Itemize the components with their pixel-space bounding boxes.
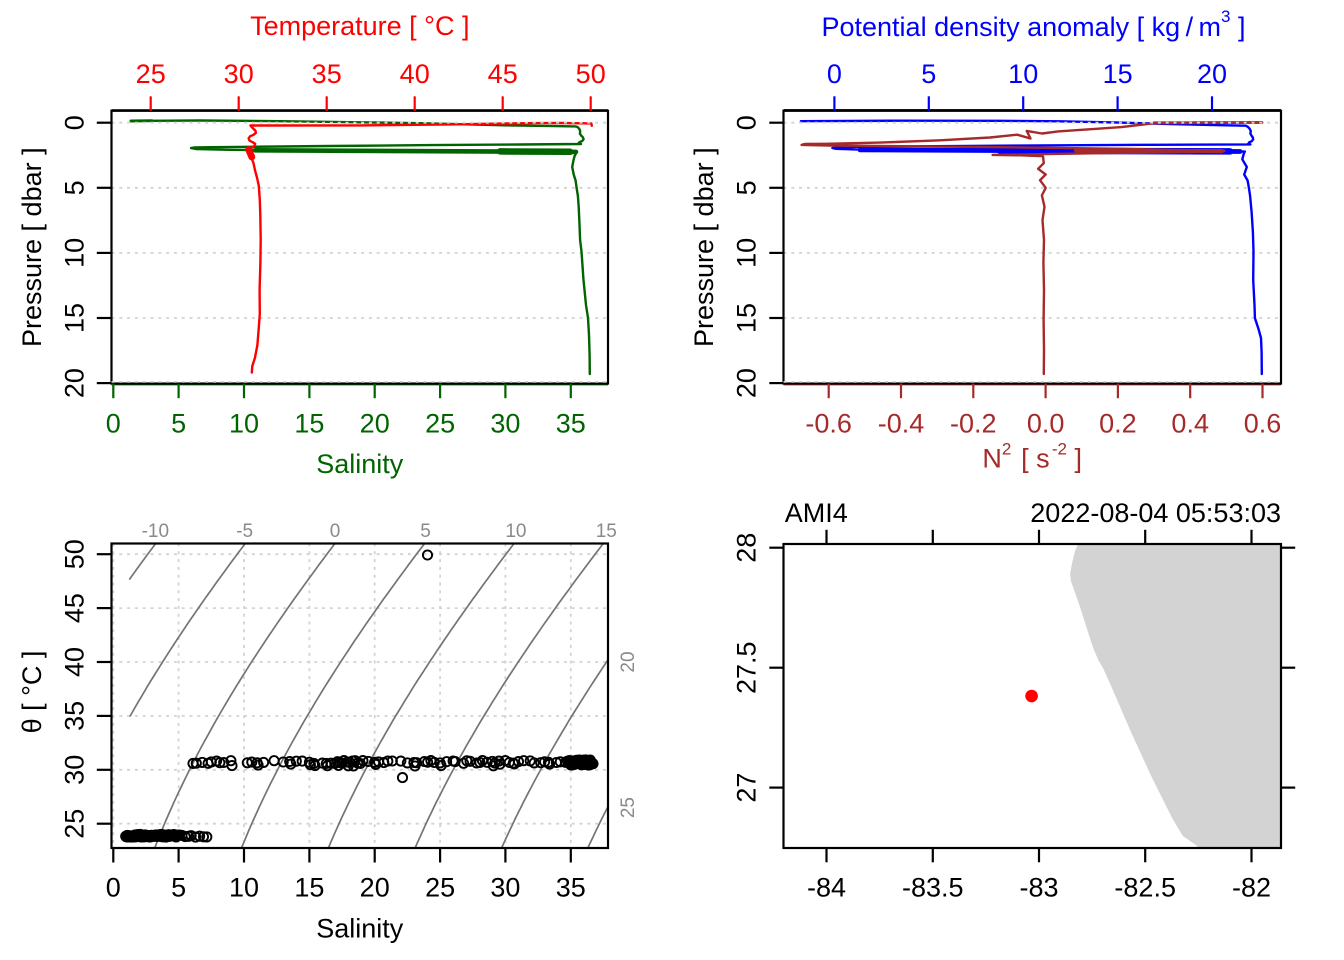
svg-text:0.4: 0.4 [1171,408,1209,438]
svg-text:27: 27 [731,773,761,803]
svg-text:25: 25 [59,809,89,839]
svg-text:Salinity: Salinity [316,449,404,479]
svg-text:0: 0 [106,872,121,902]
svg-text:10: 10 [229,872,259,902]
svg-text:25: 25 [425,872,455,902]
svg-text:20: 20 [360,408,390,438]
svg-text:10: 10 [505,521,526,542]
svg-text:20: 20 [360,872,390,902]
svg-text:20: 20 [1197,59,1227,89]
svg-text:-0.6: -0.6 [805,408,852,438]
svg-text:0: 0 [731,115,761,130]
svg-text:-5: -5 [236,521,253,542]
svg-text:Pressure [ dbar ]: Pressure [ dbar ] [17,147,47,347]
svg-text:0.2: 0.2 [1099,408,1137,438]
svg-text:-10: -10 [142,521,169,542]
svg-text:5: 5 [171,872,186,902]
svg-text:40: 40 [400,59,430,89]
svg-text:AMI4: AMI4 [785,498,848,528]
svg-text:5: 5 [420,521,431,542]
svg-text:30: 30 [224,59,254,89]
svg-text:Temperature [ °C ]: Temperature [ °C ] [250,11,469,41]
svg-text:10: 10 [59,238,89,268]
svg-text:5: 5 [171,408,186,438]
svg-text:27.5: 27.5 [731,641,761,694]
svg-text:-82.5: -82.5 [1114,872,1176,902]
svg-text:25: 25 [425,408,455,438]
svg-text:30: 30 [59,755,89,785]
svg-text:5: 5 [921,59,936,89]
svg-text:40: 40 [59,647,89,677]
svg-text:5: 5 [59,180,89,195]
svg-text:15: 15 [596,521,617,542]
svg-text:35: 35 [556,872,586,902]
svg-text:10: 10 [731,238,761,268]
svg-text:Salinity: Salinity [316,914,404,944]
svg-text:25: 25 [136,59,166,89]
svg-text:20: 20 [618,651,639,672]
svg-text:-0.2: -0.2 [950,408,997,438]
svg-text:30: 30 [490,872,520,902]
svg-text:15: 15 [731,303,761,333]
svg-text:35: 35 [312,59,342,89]
svg-text:45: 45 [59,593,89,623]
svg-text:0: 0 [59,115,89,130]
svg-text:45: 45 [488,59,518,89]
svg-text:28: 28 [731,533,761,563]
svg-text:-84: -84 [807,872,846,902]
svg-text:-83: -83 [1019,872,1058,902]
svg-text:2022-08-04 05:53:03: 2022-08-04 05:53:03 [1030,498,1281,528]
svg-text:-83.5: -83.5 [902,872,964,902]
svg-text:0: 0 [827,59,842,89]
svg-text:-0.4: -0.4 [878,408,925,438]
svg-text:θ [ °C ]: θ [ °C ] [17,651,47,734]
svg-text:10: 10 [1008,59,1038,89]
svg-text:15: 15 [59,303,89,333]
svg-text:25: 25 [618,797,639,818]
svg-text:50: 50 [576,59,606,89]
svg-text:15: 15 [294,872,324,902]
svg-text:0: 0 [106,408,121,438]
svg-text:Potential density anomaly [ kg: Potential density anomaly [ kg / m3 ] [822,7,1246,42]
svg-text:15: 15 [294,408,324,438]
svg-text:5: 5 [731,180,761,195]
svg-text:15: 15 [1103,59,1133,89]
svg-text:35: 35 [59,701,89,731]
svg-text:50: 50 [59,539,89,569]
svg-text:0.0: 0.0 [1027,408,1065,438]
svg-text:20: 20 [731,368,761,398]
svg-text:Pressure [ dbar ]: Pressure [ dbar ] [689,147,719,347]
svg-text:30: 30 [490,408,520,438]
svg-text:0.6: 0.6 [1244,408,1282,438]
svg-text:N2 [ s -2 ]: N2 [ s -2 ] [982,439,1082,473]
svg-text:-82: -82 [1232,872,1271,902]
svg-text:10: 10 [229,408,259,438]
svg-text:0: 0 [330,521,341,542]
svg-text:35: 35 [556,408,586,438]
svg-text:20: 20 [59,368,89,398]
